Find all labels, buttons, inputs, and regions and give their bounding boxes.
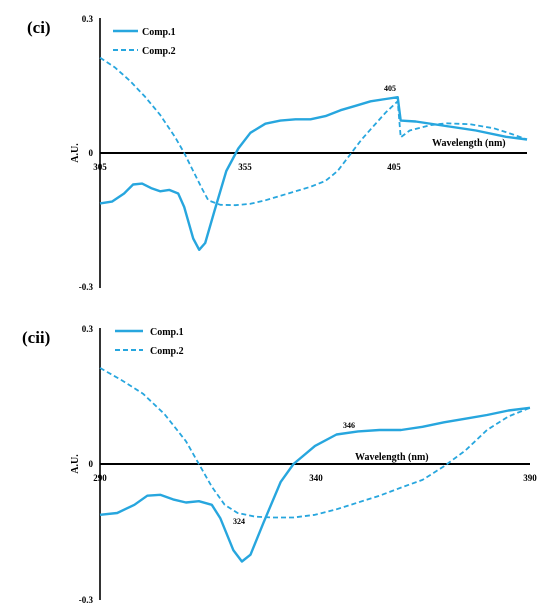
legend-label-comp1: Comp.1 bbox=[150, 327, 184, 338]
series-line-comp2 bbox=[99, 367, 531, 519]
legend: Comp.1 Comp.2 bbox=[113, 27, 176, 57]
valley-annotation: 324 bbox=[233, 517, 245, 526]
x-axis-title: Wavelength (nm) bbox=[355, 452, 429, 463]
peak-annotation: 346 bbox=[343, 421, 355, 430]
x-tick-label: 340 bbox=[309, 473, 323, 483]
chart-panel-ci: (ci) 0.3 0 -0.3 305 355 405 Wavelength (… bbox=[27, 14, 528, 292]
y-tick-label: -0.3 bbox=[79, 282, 94, 292]
legend-label-comp2: Comp.2 bbox=[150, 346, 184, 357]
panel-label: (cii) bbox=[22, 328, 50, 347]
y-axis-title: A.U. bbox=[70, 454, 81, 474]
series-line-comp1 bbox=[99, 406, 531, 563]
y-axis-title: A.U. bbox=[70, 143, 81, 163]
x-tick-label: 355 bbox=[238, 162, 252, 172]
x-tick-label: 290 bbox=[93, 473, 107, 483]
x-tick-label: 305 bbox=[93, 162, 107, 172]
peak-annotation: 405 bbox=[384, 84, 396, 93]
x-tick-label: 390 bbox=[523, 473, 537, 483]
y-tick-label: 0 bbox=[89, 459, 94, 469]
y-tick-label: 0.3 bbox=[82, 14, 94, 24]
y-tick-label: -0.3 bbox=[79, 595, 94, 605]
x-tick-label: 405 bbox=[387, 162, 401, 172]
legend: Comp.1 Comp.2 bbox=[115, 327, 184, 357]
series-line-comp2 bbox=[99, 56, 528, 207]
chart-panel-cii: (cii) 0.3 0 -0.3 290 340 390 Wavelength … bbox=[22, 324, 537, 605]
legend-label-comp1: Comp.1 bbox=[142, 27, 176, 38]
y-tick-label: 0 bbox=[89, 148, 94, 158]
y-tick-label: 0.3 bbox=[82, 324, 94, 334]
legend-label-comp2: Comp.2 bbox=[142, 46, 176, 57]
series-line-comp1 bbox=[99, 95, 528, 252]
panel-label: (ci) bbox=[27, 18, 51, 37]
x-axis-title: Wavelength (nm) bbox=[432, 138, 506, 149]
